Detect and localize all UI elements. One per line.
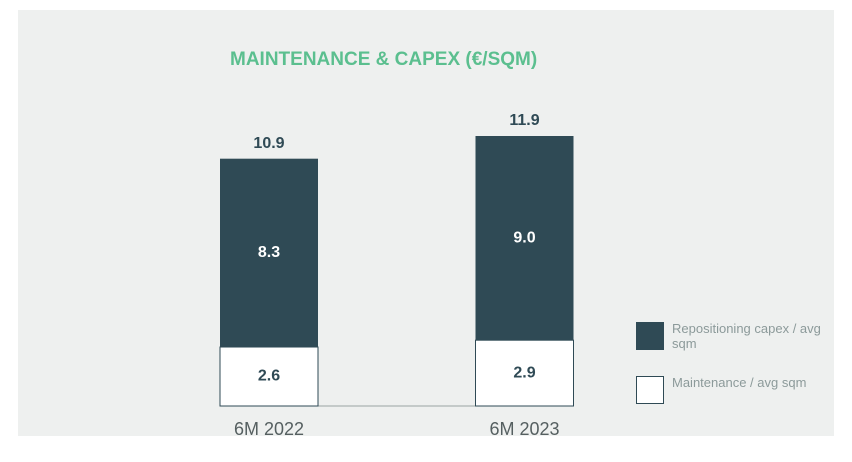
legend-label: Maintenance / avg sqm: [672, 375, 807, 390]
legend-label: Repositioning capex / avg sqm: [672, 321, 821, 351]
legend-swatch: [636, 322, 664, 350]
value-label: 9.0: [513, 229, 535, 246]
value-label: 2.9: [513, 364, 535, 381]
legend-swatch: [636, 376, 664, 404]
value-label: 2.6: [258, 368, 280, 385]
total-label: 11.9: [509, 112, 539, 129]
bar-segment: [219, 346, 319, 407]
chart-title: MAINTENANCE & CAPEX (€/SQM): [230, 49, 537, 70]
value-label: 8.3: [258, 244, 280, 261]
bar-segment: [220, 158, 318, 348]
bar-segment: [475, 339, 574, 407]
x-tick-label: 6M 2022: [234, 419, 304, 439]
bar-segment: [475, 136, 574, 341]
total-label: 10.9: [253, 135, 284, 152]
chart-panel: [18, 10, 834, 436]
x-tick-label: 6M 2023: [489, 419, 559, 439]
